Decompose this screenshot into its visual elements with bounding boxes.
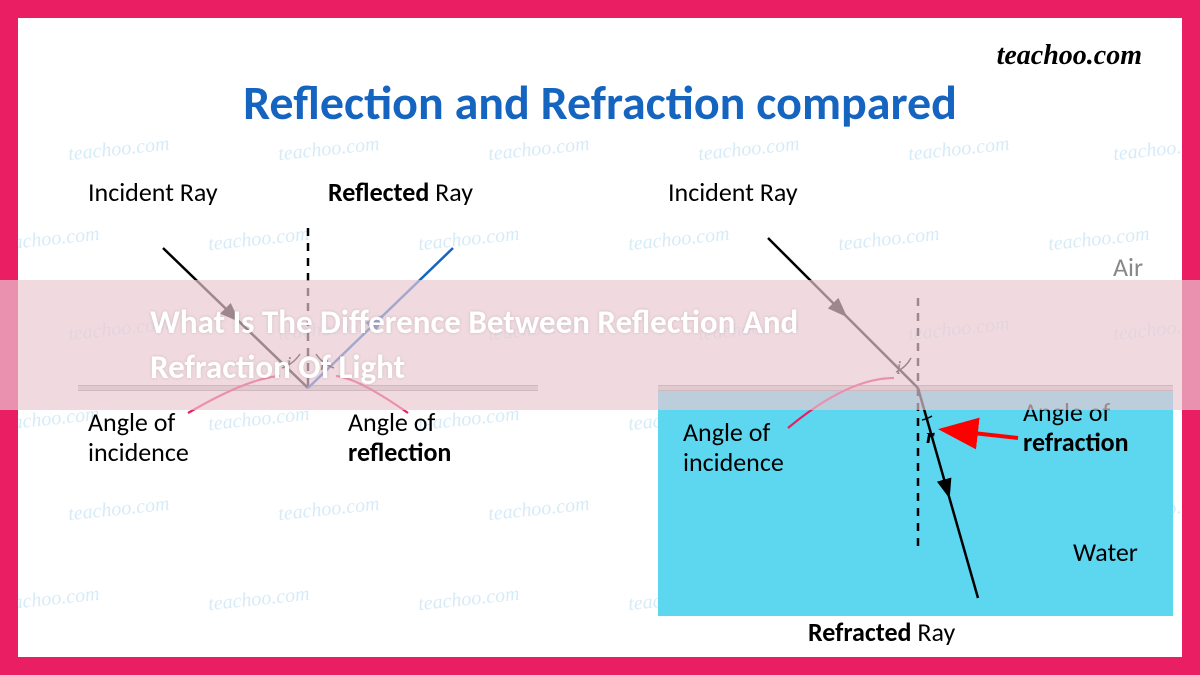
refracted-bold: Refracted — [808, 616, 912, 648]
aoi2-l1: Angle of — [683, 416, 770, 448]
angle-incidence-label-right: Angle of incidence — [683, 418, 784, 478]
water-label: Water — [1073, 538, 1138, 568]
aoi-l1: Angle of — [88, 406, 175, 438]
incident-ray-label-left: Incident Ray — [88, 178, 218, 208]
reflected-bold: Reflected — [328, 176, 429, 208]
angle-reflection-label: Angle of reflection — [348, 408, 451, 468]
aoi-l2: incidence — [88, 436, 189, 468]
aor-l2: reflection — [348, 436, 451, 468]
aorf-l2: refraction — [1023, 426, 1129, 458]
incident-ray-label-right: Incident Ray — [668, 178, 798, 208]
refracted-rest: Ray — [912, 616, 956, 648]
aoi2-l2: incidence — [683, 446, 784, 478]
overlay-title: What Is The Difference Between Reflectio… — [150, 300, 910, 389]
refracted-ray-label: Refracted Ray — [808, 618, 955, 648]
reflected-rest: Ray — [429, 176, 473, 208]
overlay-band: What Is The Difference Between Reflectio… — [0, 280, 1200, 410]
svg-text:r: r — [926, 423, 935, 448]
aor-l1: Angle of — [348, 406, 435, 438]
air-label: Air — [1113, 253, 1143, 283]
reflected-ray-label: Reflected Ray — [328, 178, 473, 208]
angle-incidence-label-left: Angle of incidence — [88, 408, 189, 468]
